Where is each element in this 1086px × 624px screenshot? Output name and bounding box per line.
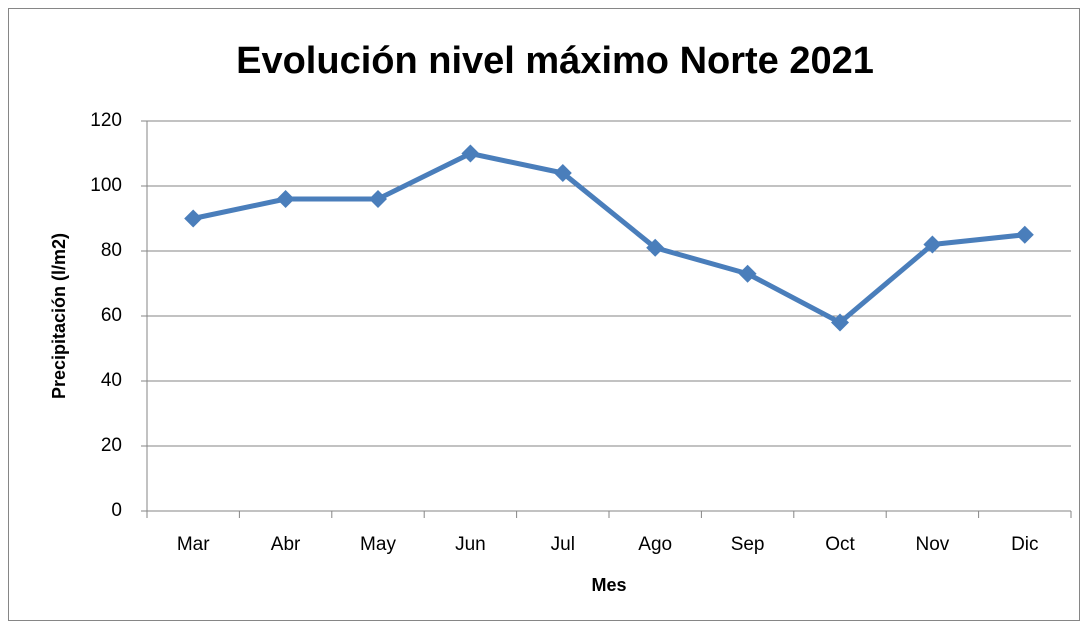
data-point [369,190,387,208]
y-tick-label: 40 [101,370,122,391]
y-tick-label: 80 [101,240,122,261]
data-point [461,144,480,163]
chart-frame [8,8,1080,621]
data-point [646,238,665,257]
x-tick-label: Sep [731,534,765,555]
x-tick-label: Jun [455,534,486,555]
data-point [1015,225,1034,244]
x-tick-label: Nov [916,534,950,555]
data-point [831,313,849,332]
x-axis-title: Mes [591,575,626,595]
data-point [923,235,942,254]
data-point [276,190,295,208]
x-tick-label: Abr [271,534,301,555]
x-tick-label: Ago [638,534,672,555]
y-tick-label: 100 [90,175,122,196]
y-axis-title: Precipitación (l/m2) [49,233,69,399]
x-tick-label: Dic [1011,534,1038,555]
chart-title: Evolución nivel máximo Norte 2021 [236,40,874,82]
data-point [553,164,572,182]
data-point [738,264,757,283]
y-tick-label: 120 [90,110,122,131]
series-line [192,151,1026,325]
x-tick-label: Jul [551,534,575,555]
x-tick-label: Oct [825,534,855,555]
y-tick-label: 60 [101,305,122,326]
y-tick-label: 20 [101,435,122,456]
data-point [184,209,203,228]
x-tick-label: Mar [177,534,210,555]
x-tick-label: May [360,534,396,555]
y-tick-label: 0 [111,500,122,521]
